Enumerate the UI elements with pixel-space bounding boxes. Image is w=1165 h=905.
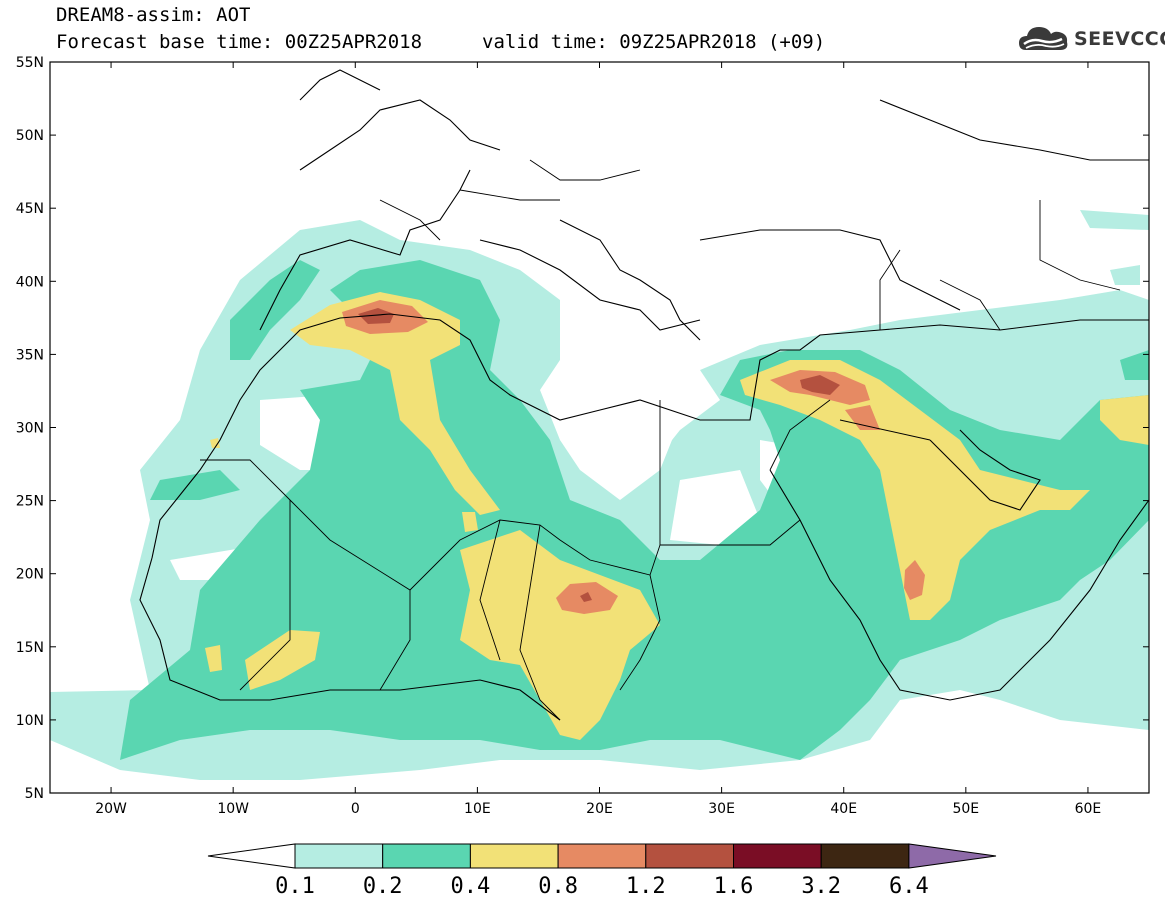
coastlines [139,69,1149,721]
map-title: DREAM8-assim: AOT [56,4,251,26]
lon-tick-label: 20E [586,801,613,817]
aot-level-0-2 [120,260,1149,760]
lat-tick-label: 35N [16,347,44,363]
colorbar-swatch [557,843,647,869]
lon-tick-label: 20W [95,801,127,817]
valid-time: valid time: 09Z25APR2018 (+09) [482,31,826,53]
colorbar-label: 3.2 [801,874,841,899]
longitude-labels: 20W 10W 0 10E 20E 30E 40E 50E 60E [95,801,1101,817]
lon-tick-label: 30E [708,801,735,817]
lat-tick-label: 5N [25,786,44,802]
colorbar-swatch [469,843,559,869]
lat-tick-label: 25N [16,494,44,510]
lon-tick-label: 60E [1075,801,1102,817]
lat-tick-label: 50N [16,128,44,144]
lon-tick-label: 10E [464,801,491,817]
lon-tick-label: 40E [830,801,857,817]
colorbar-label: 0.8 [538,874,578,899]
cloud-logo-icon [1019,27,1068,50]
colorbar-label: 0.4 [451,874,491,899]
lon-tick-label: 0 [351,801,360,817]
colorbar-label: 0.2 [363,874,403,899]
aot-level-1-2 [358,308,840,602]
colorbar-label: 1.6 [714,874,754,899]
colorbar-label: 1.2 [626,874,666,899]
lon-tick-label: 10W [217,801,249,817]
colorbar-swatch [645,843,734,869]
colorbar-label: 0.1 [275,874,315,899]
seevccc-logo: SEEVCCC [1018,24,1165,54]
lat-tick-label: 10N [16,713,44,729]
lon-tick-label: 50E [952,801,979,817]
borders [200,159,1121,721]
forecast-base-time: Forecast base time: 00Z25APR2018 [56,31,423,53]
lat-tick-label: 30N [16,421,44,437]
logo-text: SEEVCCC [1074,28,1165,50]
colorbar-swatch [382,843,471,869]
axis-ticks [50,61,1149,794]
colorbar-swatch [294,843,384,869]
lat-tick-label: 15N [16,640,44,656]
aot-below-0-1 [50,395,1149,793]
aot-level-0-4 [205,292,1149,740]
colorbar-swatch [820,843,910,869]
latitude-labels: 55N 50N 45N 40N 35N 30N 25N 20N 15N 10N 5N [16,55,44,802]
lat-tick-label: 45N [16,201,44,217]
lat-tick-label: 55N [16,55,44,71]
lat-tick-label: 20N [16,567,44,583]
colorbar-label: 6.4 [889,874,929,899]
colorbar-above-triangle [908,843,997,869]
lat-tick-label: 40N [16,274,44,290]
colorbar-below-triangle [207,843,296,869]
colorbar-swatch [733,843,822,869]
